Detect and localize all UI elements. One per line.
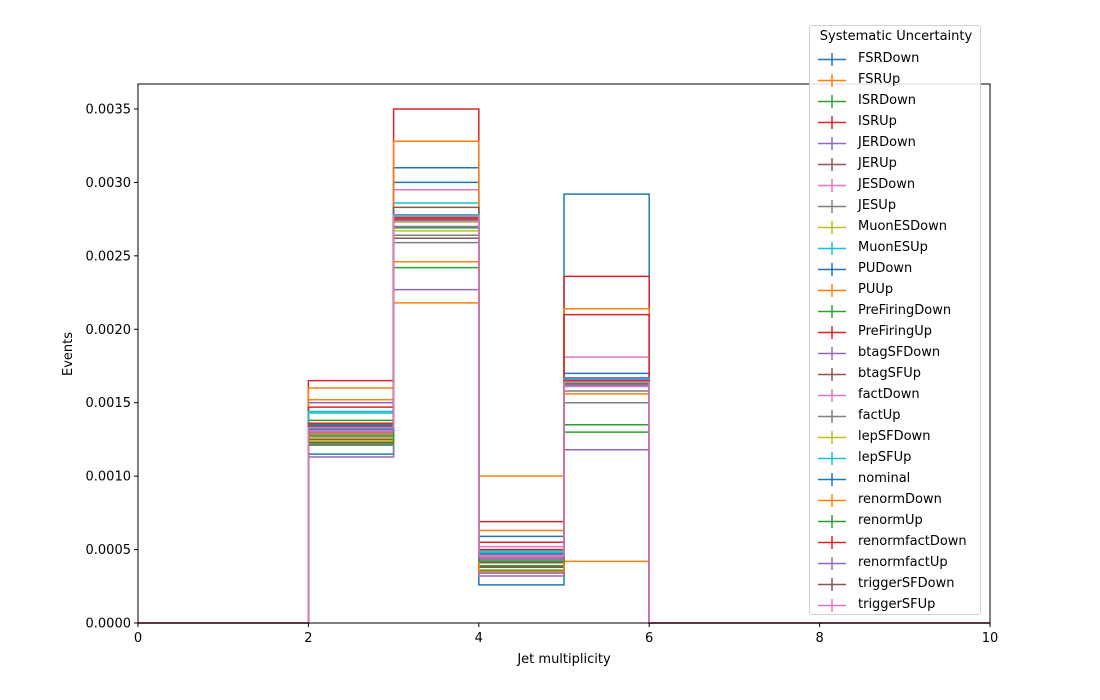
x-tick-label: 10 [982, 631, 999, 646]
legend-label: factUp [858, 408, 901, 423]
legend-label: JERDown [858, 135, 916, 150]
legend-marker-icon [818, 242, 846, 255]
legend-marker-icon [818, 473, 846, 486]
legend-label: ISRDown [858, 93, 916, 108]
legend-marker-icon [818, 116, 846, 129]
x-tick-label: 0 [134, 631, 142, 646]
series-step-26 [138, 215, 990, 624]
legend-label: FSRUp [858, 72, 901, 87]
legend-marker-icon [818, 368, 846, 381]
legend-marker-icon [818, 494, 846, 507]
plot-frame [137, 83, 991, 624]
y-axis-label: Events [61, 332, 76, 376]
legend-marker-icon [818, 221, 846, 234]
legend-marker-icon [818, 578, 846, 591]
legend-marker-icon [818, 53, 846, 66]
legend-label: JERUp [858, 156, 897, 171]
legend-label: PUUp [858, 282, 894, 297]
legend-label: FSRDown [858, 51, 920, 66]
y-tick-label: 0.0025 [86, 249, 132, 264]
legend-label: renormfactUp [858, 555, 948, 570]
y-tick-label: 0.0010 [86, 470, 132, 485]
x-tick-label: 4 [475, 631, 483, 646]
y-axis: 0.0000 0.0005 0.0010 0.0015 0.0020 0.0025 0.00… [86, 102, 138, 632]
legend-label: btagSFUp [858, 366, 922, 381]
legend-marker-icon [818, 137, 846, 150]
legend-title: Systematic Uncertainty [819, 29, 973, 44]
legend-marker-icon [818, 158, 846, 171]
legend-label: renormUp [858, 513, 923, 528]
y-tick-label: 0.0020 [86, 323, 132, 338]
legend-label: nominal [858, 471, 911, 486]
legend-label: JESUp [858, 198, 897, 213]
legend-marker-icon [818, 179, 846, 192]
y-tick-label: 0.0035 [86, 102, 132, 117]
x-tick-label: 6 [645, 631, 653, 646]
legend-label: renormDown [858, 492, 942, 507]
legend-marker-icon [818, 431, 846, 444]
legend-marker-icon [818, 347, 846, 360]
x-axis-label: Jet multiplicity [516, 652, 611, 667]
legend-label: lepSFUp [858, 450, 912, 465]
legend-marker-icon [818, 557, 846, 570]
legend-label: PreFiringDown [858, 303, 952, 318]
legend-label: MuonESUp [858, 240, 928, 255]
legend-label: triggerSFUp [858, 597, 936, 612]
legend-marker-icon [818, 389, 846, 402]
legend-label: ISRUp [858, 114, 897, 129]
legend-marker-icon [818, 263, 846, 276]
legend-marker-icon [818, 452, 846, 465]
legend-label: renormfactDown [858, 534, 967, 549]
legend-label: MuonESDown [858, 219, 947, 234]
legend-marker-icon [818, 536, 846, 549]
y-tick-label: 0.0005 [86, 543, 132, 558]
legend-label: triggerSFDown [858, 576, 955, 591]
legend-marker-icon [818, 284, 846, 297]
y-tick-label: 0.0000 [86, 617, 132, 632]
histogram-steps [138, 108, 990, 624]
x-tick-label: 8 [815, 631, 823, 646]
legend-label: PUDown [858, 261, 913, 276]
legend-marker-icon [818, 599, 846, 612]
legend-marker-icon [818, 410, 846, 423]
y-tick-label: 0.0030 [86, 176, 132, 191]
legend: Systematic Uncertainty FSRDown FSRUp ISRDo… [809, 25, 981, 615]
legend-marker-icon [818, 200, 846, 213]
legend-marker-icon [818, 74, 846, 87]
legend-label: factDown [858, 387, 920, 402]
x-axis: 0 2 4 6 8 10 [134, 623, 998, 646]
legend-label: btagSFDown [858, 345, 941, 360]
y-tick-label: 0.0015 [86, 396, 132, 411]
legend-marker-icon [818, 515, 846, 528]
legend-label: PreFiringUp [858, 324, 933, 339]
legend-label: lepSFDown [858, 429, 931, 444]
legend-marker-icon [818, 326, 846, 339]
legend-marker-icon [818, 95, 846, 108]
x-tick-label: 2 [304, 631, 312, 646]
legend-marker-icon [818, 305, 846, 318]
legend-label: JESDown [858, 177, 916, 192]
